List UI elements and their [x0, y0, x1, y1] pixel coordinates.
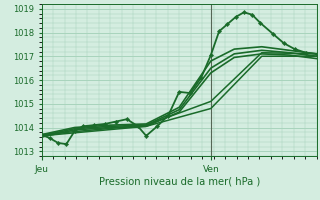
X-axis label: Pression niveau de la mer( hPa ): Pression niveau de la mer( hPa ) — [99, 177, 260, 187]
